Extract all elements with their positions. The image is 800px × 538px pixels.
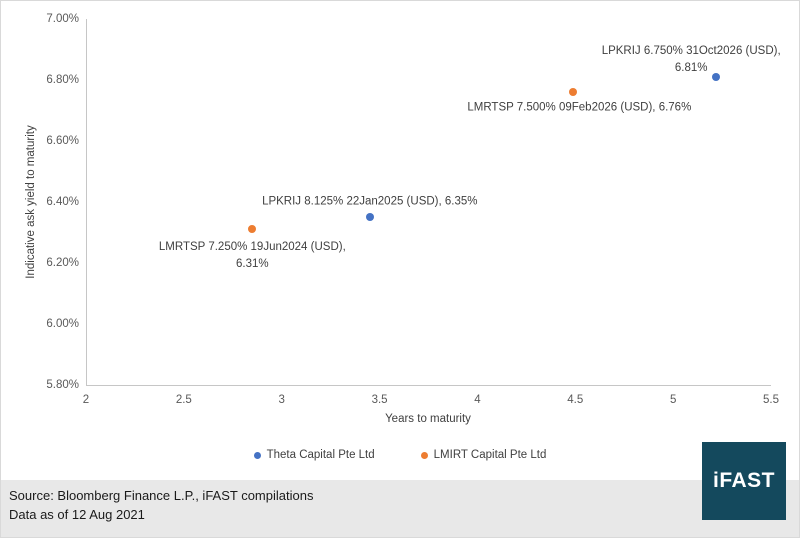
- data-point: [712, 72, 721, 81]
- legend-label: Theta Capital Pte Ltd: [266, 449, 375, 461]
- x-axis-tick-label: 3: [278, 394, 285, 406]
- x-axis-tick-label: 4: [474, 394, 481, 406]
- x-axis-tick-label: 2.5: [175, 394, 192, 406]
- x-axis-tick-label: 2: [82, 394, 90, 406]
- y-axis-tick-label: 6.60%: [46, 135, 79, 147]
- x-axis-tick-label: 5.5: [763, 394, 779, 406]
- source-text: Source: Bloomberg Finance L.P., iFAST co…: [9, 488, 314, 503]
- footer-bar: Source: Bloomberg Finance L.P., iFAST co…: [1, 480, 799, 537]
- y-axis-tick-label: 7.00%: [46, 13, 79, 25]
- data-point-label: LPKRIJ 6.750% 31Oct2026 (USD), 6.81%: [601, 45, 781, 75]
- ifast-logo: iFAST: [702, 442, 786, 520]
- y-axis-tick-label: 6.00%: [46, 318, 79, 330]
- legend-label: LMIRT Capital Pte Ltd: [433, 449, 547, 461]
- data-date-text: Data as of 12 Aug 2021: [9, 506, 145, 522]
- y-axis-tick-label: 6.80%: [46, 74, 79, 86]
- data-point: [248, 225, 257, 234]
- x-axis-line: [86, 385, 771, 386]
- chart-legend: Theta Capital Pte Ltd LMIRT Capital Pte L…: [1, 449, 799, 461]
- x-axis-title: Years to maturity: [385, 413, 471, 425]
- x-axis-tick-label: 3.5: [371, 394, 388, 406]
- y-axis-tick-label: 5.80%: [46, 379, 79, 391]
- data-point-label: LPKRIJ 8.125% 22Jan2025 (USD), 6.35%: [262, 195, 478, 208]
- ifast-logo-text: iFAST: [712, 469, 775, 492]
- legend-item: LMIRT Capital Pte Ltd: [420, 449, 547, 461]
- y-axis-line: [86, 19, 87, 385]
- x-axis-tick-label: 4.5: [567, 394, 584, 406]
- legend-marker-icon: [253, 451, 261, 459]
- data-point-label: LMRTSP 7.250% 19Jun2024 (USD), 6.31%: [158, 241, 346, 271]
- x-axis-tick-label: 5: [669, 394, 677, 406]
- data-point: [569, 88, 578, 97]
- data-point: [365, 213, 374, 222]
- y-axis-tick-label: 6.20%: [46, 257, 79, 269]
- y-axis-tick-label: 6.40%: [46, 196, 79, 208]
- legend-item: Theta Capital Pte Ltd: [253, 449, 375, 461]
- legend-marker-icon: [420, 451, 428, 459]
- data-point-label: LMRTSP 7.500% 09Feb2026 (USD), 6.76%: [467, 101, 692, 114]
